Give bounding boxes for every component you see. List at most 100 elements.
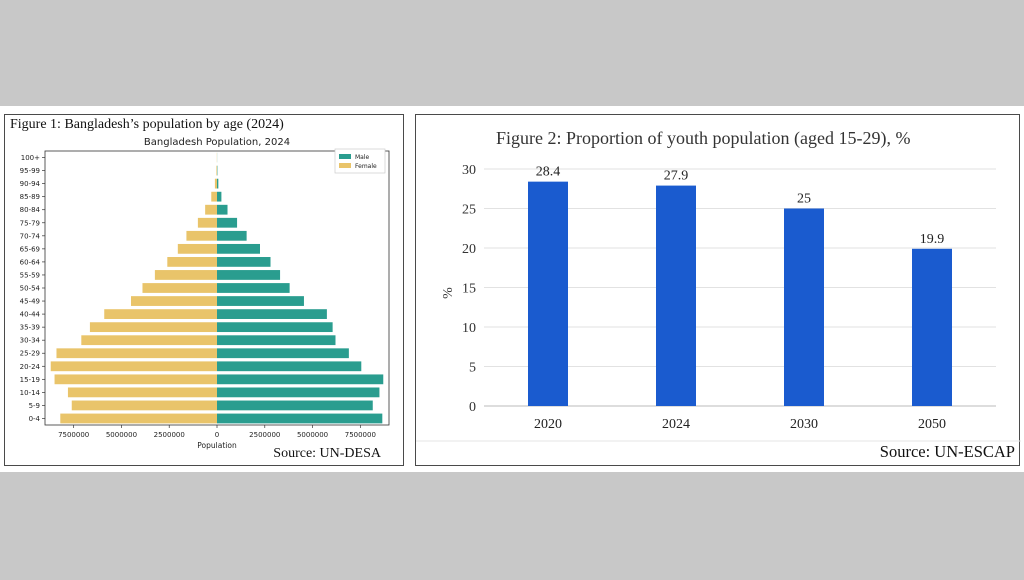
bar-2020 <box>528 181 568 406</box>
age-label-35-39: 35-39 <box>20 324 40 332</box>
male-bar-45-49 <box>217 296 304 306</box>
age-label-80-84: 80-84 <box>20 206 41 214</box>
age-label-75-79: 75-79 <box>20 219 40 227</box>
male-bar-5-9 <box>217 400 373 411</box>
bar-value-label-2050: 19.9 <box>920 232 945 247</box>
age-label-0-4: 0-4 <box>29 415 41 423</box>
figure1-caption: Figure 1: Bangladesh’s population by age… <box>10 117 284 132</box>
female-bar-70-74 <box>186 230 217 241</box>
ytick-label-0: 0 <box>469 400 476 415</box>
male-bar-50-54 <box>217 283 290 293</box>
age-label-95-99: 95-99 <box>20 167 40 175</box>
male-bar-85-89 <box>217 191 222 202</box>
legend-male-swatch <box>339 154 351 159</box>
age-label-45-49: 45-49 <box>20 298 40 306</box>
ytick-label-10: 10 <box>462 321 476 336</box>
bar-2024 <box>656 185 696 406</box>
age-label-25-29: 25-29 <box>20 350 40 358</box>
age-label-65-69: 65-69 <box>20 245 40 253</box>
female-bar-0-4 <box>60 413 218 424</box>
female-bar-30-34 <box>81 335 217 346</box>
age-label-40-44: 40-44 <box>20 311 41 319</box>
female-bar-55-59 <box>154 270 217 280</box>
ytick-label-30: 30 <box>462 163 476 178</box>
ytick-label-15: 15 <box>462 282 476 297</box>
bar-ylabel: % <box>441 287 456 299</box>
legend-male-label: Male <box>355 154 370 161</box>
xtick-label-2024: 2024 <box>662 417 690 432</box>
male-bar-75-79 <box>217 217 238 228</box>
figure1-source: Source: UN-DESA <box>273 446 381 461</box>
age-label-85-89: 85-89 <box>20 193 40 201</box>
female-bar-95-99 <box>216 165 217 176</box>
figure2-caption: Figure 2: Proportion of youth population… <box>496 128 911 148</box>
ytick-label-25: 25 <box>462 203 476 218</box>
age-label-50-54: 50-54 <box>20 285 41 293</box>
pop-tick-label-6: 7500000 <box>345 431 376 439</box>
female-bar-50-54 <box>142 283 217 293</box>
male-bar-90-94 <box>217 178 219 189</box>
pyramid-xlabel: Population <box>197 441 237 450</box>
bar-value-label-2020: 28.4 <box>536 165 561 180</box>
female-bar-85-89 <box>211 191 217 202</box>
pyramid-title: Bangladesh Population, 2024 <box>144 137 290 148</box>
male-bar-65-69 <box>217 243 260 254</box>
bar-value-label-2024: 27.9 <box>664 169 689 184</box>
pop-tick-label-3: 0 <box>215 431 219 439</box>
figure2-panel: Figure 2: Proportion of youth population… <box>415 114 1021 466</box>
bar-2030 <box>784 208 824 406</box>
age-label-100+: 100+ <box>21 154 40 162</box>
age-label-90-94: 90-94 <box>20 180 41 188</box>
female-bar-15-19 <box>54 374 217 385</box>
pop-tick-label-0: 7500000 <box>58 431 89 439</box>
male-bar-60-64 <box>217 257 271 267</box>
female-bar-45-49 <box>131 296 217 306</box>
female-bar-20-24 <box>50 361 217 372</box>
male-bar-15-19 <box>217 374 384 385</box>
figure2-bar-chart: 0 5 10 15 20 25 30% 28.4 2020 27.9 2024 25 2030 19.9 2… <box>416 163 1021 442</box>
figure2-source: Source: UN-ESCAP <box>879 442 1015 461</box>
age-label-60-64: 60-64 <box>20 258 41 266</box>
male-bar-25-29 <box>217 348 349 359</box>
ytick-label-5: 5 <box>469 361 476 376</box>
age-label-20-24: 20-24 <box>20 363 41 371</box>
age-label-55-59: 55-59 <box>20 271 40 279</box>
age-label-5-9: 5-9 <box>29 402 40 410</box>
male-bar-40-44 <box>217 309 327 319</box>
pop-tick-label-1: 5000000 <box>106 431 137 439</box>
legend-female-label: Female <box>355 163 377 170</box>
pop-tick-label-2: 2500000 <box>154 431 185 439</box>
bar-value-label-2030: 25 <box>797 192 811 207</box>
female-bar-40-44 <box>104 309 217 319</box>
pop-tick-label-4: 2500000 <box>249 431 280 439</box>
female-bar-75-79 <box>197 217 217 228</box>
male-bar-35-39 <box>217 322 333 333</box>
xtick-label-2020: 2020 <box>534 417 562 432</box>
female-bar-35-39 <box>89 322 217 333</box>
female-bar-5-9 <box>71 400 217 411</box>
ytick-label-20: 20 <box>462 242 476 257</box>
male-bar-10-14 <box>217 387 380 398</box>
female-bar-25-29 <box>56 348 217 359</box>
male-bar-30-34 <box>217 335 336 346</box>
figure1-panel: Figure 1: Bangladesh’s population by age… <box>4 114 404 466</box>
figure1-pyramid-chart: Bangladesh Population, 2024 0-4 5-9 10-14 15… <box>20 137 390 450</box>
male-bar-55-59 <box>217 270 281 280</box>
pop-tick-label-5: 5000000 <box>297 431 328 439</box>
female-bar-65-69 <box>177 243 217 254</box>
male-bar-70-74 <box>217 230 247 241</box>
bar-2050 <box>912 248 952 406</box>
female-bar-60-64 <box>167 257 217 267</box>
female-bar-90-94 <box>214 178 217 189</box>
male-bar-80-84 <box>217 204 228 215</box>
legend-female-swatch <box>339 163 351 168</box>
male-bar-0-4 <box>217 413 383 424</box>
xtick-label-2030: 2030 <box>790 417 818 432</box>
age-label-30-34: 30-34 <box>20 337 41 345</box>
female-bar-80-84 <box>205 204 217 215</box>
pyramid-legend-box <box>334 148 386 174</box>
female-bar-10-14 <box>67 387 217 398</box>
age-label-15-19: 15-19 <box>20 376 40 384</box>
xtick-label-2050: 2050 <box>918 417 946 432</box>
age-label-10-14: 10-14 <box>20 389 41 397</box>
